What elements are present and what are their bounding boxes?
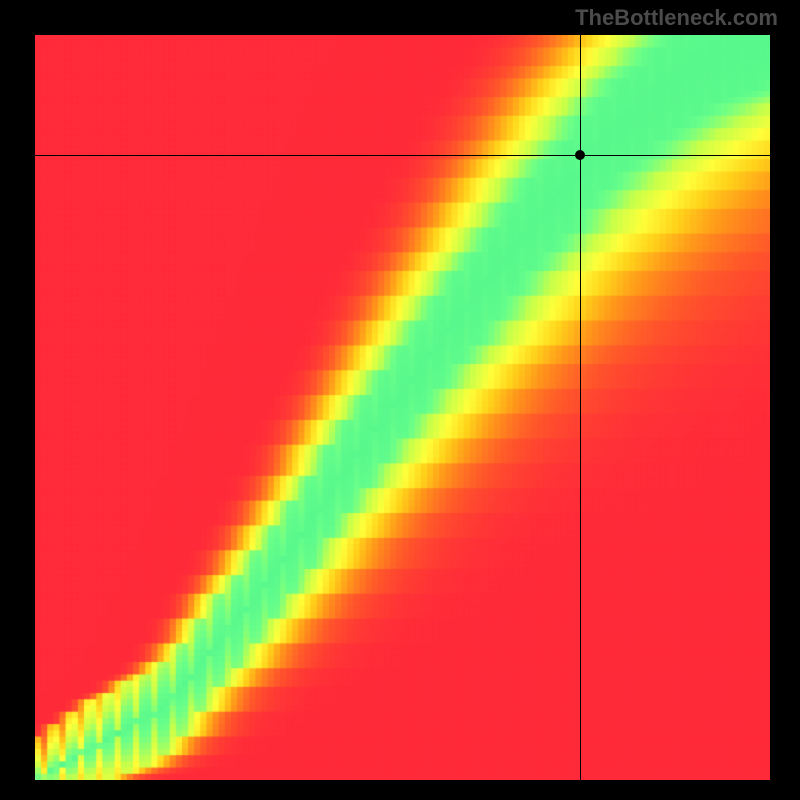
crosshair-horizontal xyxy=(35,155,770,156)
crosshair-marker xyxy=(575,150,585,160)
chart-container: TheBottleneck.com xyxy=(0,0,800,800)
bottleneck-heatmap xyxy=(35,35,770,780)
crosshair-vertical xyxy=(580,35,581,780)
watermark-text: TheBottleneck.com xyxy=(575,5,778,31)
